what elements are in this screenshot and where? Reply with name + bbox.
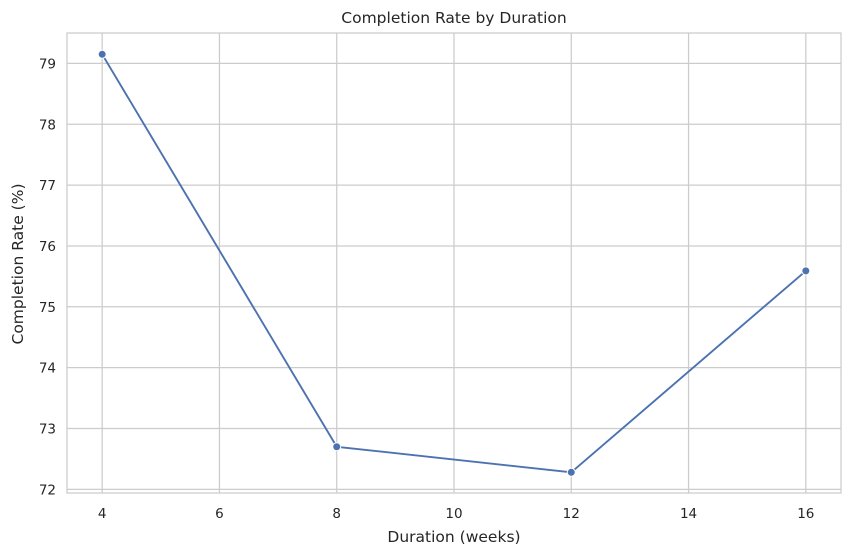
x-tick-label: 14: [680, 506, 697, 522]
grid-lines: [67, 33, 841, 493]
data-point-marker: [801, 266, 811, 276]
y-axis-title: Completion Rate (%): [9, 184, 27, 345]
x-tick-label: 4: [98, 506, 107, 522]
x-tick-label: 16: [797, 506, 814, 522]
x-tick-label: 10: [445, 506, 462, 522]
y-tick-label: 76: [39, 239, 56, 255]
chart-title: Completion Rate by Duration: [341, 9, 566, 27]
x-axis-title: Duration (weeks): [387, 528, 520, 546]
series-line: [101, 53, 807, 474]
y-tick-label: 79: [39, 56, 56, 72]
data-point-marker: [332, 442, 342, 452]
y-tick-label: 78: [39, 117, 56, 133]
series-layer: [97, 49, 811, 477]
plot-frame: [66, 32, 842, 494]
x-tick-label: 8: [332, 506, 341, 522]
x-tick-label: 12: [563, 506, 580, 522]
tick-labels: 4 6 8 10 12 14 16 72 73 74 75 76 77 78 79: [39, 56, 815, 522]
data-point-marker: [97, 49, 107, 59]
y-tick-label: 77: [39, 178, 56, 194]
y-tick-label: 74: [39, 361, 56, 377]
y-tick-label: 75: [39, 300, 56, 316]
x-tick-label: 6: [215, 506, 224, 522]
y-tick-label: 72: [39, 482, 56, 498]
data-point-marker: [566, 467, 576, 477]
y-tick-label: 73: [39, 422, 56, 438]
